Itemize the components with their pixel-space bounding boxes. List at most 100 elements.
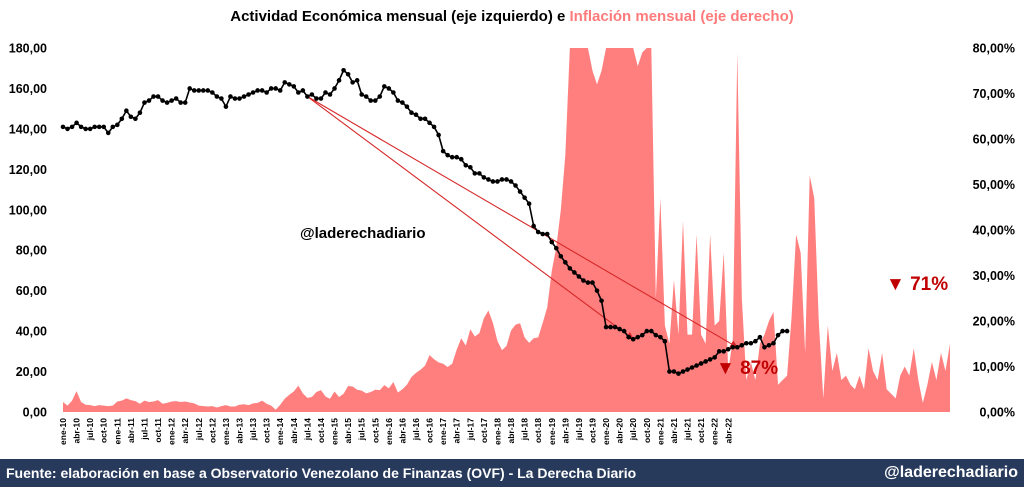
x-axis-tick: ene-13 [221, 418, 231, 445]
left-axis-tick: 0,00 [23, 406, 47, 420]
activity-point [133, 116, 138, 122]
activity-point [558, 253, 564, 259]
activity-point [694, 363, 699, 368]
activity-point [639, 332, 645, 338]
activity-point [635, 334, 641, 340]
activity-point [228, 94, 233, 99]
activity-point [314, 96, 319, 101]
right-axis-tick: 40,00% [973, 224, 1015, 238]
x-axis-tick: abr-11 [126, 418, 136, 443]
x-axis-tick: oct-21 [696, 418, 706, 443]
activity-point [105, 130, 111, 136]
activity-point [553, 245, 559, 251]
activity-point [69, 124, 75, 130]
activity-point [490, 179, 496, 184]
activity-point [472, 171, 478, 176]
activity-point [305, 94, 310, 99]
activity-point [286, 82, 292, 87]
activity-point [296, 90, 301, 95]
activity-point [748, 340, 754, 346]
activity-point [60, 124, 66, 130]
activity-point [400, 100, 405, 105]
activity-point [499, 177, 505, 182]
left-axis-tick: 140,00 [9, 122, 47, 136]
activity-point [196, 88, 202, 93]
x-axis-tick: ene-17 [438, 418, 448, 445]
left-axis-tick: 120,00 [9, 163, 47, 177]
activity-point [653, 332, 659, 338]
activity-point [119, 116, 125, 122]
right-axis-tick: 10,00% [973, 360, 1015, 374]
activity-point [418, 116, 423, 122]
x-axis-tick: jul-13 [248, 418, 258, 441]
activity-point [603, 324, 609, 330]
activity-point [689, 365, 695, 370]
activity-point [182, 100, 188, 105]
activity-point [427, 120, 432, 126]
activity-point [128, 114, 134, 120]
x-axis-tick: ene-18 [492, 418, 502, 445]
activity-point [744, 340, 749, 346]
activity-point [621, 328, 627, 334]
activity-point [486, 177, 491, 182]
activity-point [413, 112, 419, 118]
activity-point [345, 71, 351, 77]
activity-point [735, 344, 740, 350]
activity-point [599, 298, 604, 304]
activity-point [65, 126, 70, 132]
x-axis-tick: jul-15 [357, 418, 367, 441]
x-axis-tick: abr-17 [452, 418, 462, 444]
x-axis-tick: ene-16 [384, 418, 394, 445]
activity-point [721, 349, 727, 354]
activity-point [590, 280, 595, 285]
activity-point [246, 92, 251, 97]
x-axis-tick: ene-21 [655, 418, 665, 445]
x-axis-tick: jul-11 [139, 418, 149, 441]
x-axis-tick: ene-10 [58, 418, 68, 445]
activity-point [210, 90, 215, 95]
right-axis-tick: 20,00% [973, 315, 1015, 329]
left-axis-tick: 20,00 [16, 365, 47, 379]
activity-point [585, 280, 591, 285]
activity-point [96, 124, 102, 130]
activity-point [680, 369, 686, 374]
footer-bar: Fuente: elaboración en base a Observator… [0, 459, 1024, 487]
activity-point [658, 334, 663, 340]
activity-point [377, 94, 383, 99]
activity-point [110, 124, 116, 130]
x-axis-tick: oct-19 [587, 418, 597, 443]
activity-point [146, 98, 152, 103]
activity-point [445, 152, 450, 158]
left-axis-tick: 60,00 [16, 284, 47, 298]
x-axis-tick: oct-17 [479, 418, 489, 443]
activity-point [205, 88, 211, 93]
activity-point [725, 347, 731, 352]
series-activity-line [62, 68, 788, 375]
activity-point [124, 108, 129, 113]
trend-line-1 [307, 96, 634, 340]
x-axis-tick: jul-20 [628, 418, 638, 441]
activity-point [730, 344, 736, 350]
left-axis-tick: 80,00 [16, 244, 47, 258]
x-axis-tick: oct-11 [153, 418, 163, 443]
activity-point [594, 288, 600, 293]
activity-point [241, 94, 247, 99]
activity-point [572, 270, 577, 275]
activity-point [567, 266, 573, 271]
activity-point [404, 104, 410, 109]
activity-point [332, 86, 337, 91]
x-axis-tick: abr-12 [180, 418, 190, 444]
activity-point [214, 94, 220, 99]
activity-point [187, 86, 193, 91]
activity-point [449, 154, 455, 160]
activity-point [386, 86, 392, 91]
activity-point [481, 175, 487, 180]
left-axis-tick: 180,00 [9, 42, 47, 56]
activity-point [626, 334, 631, 340]
x-axis-tick: oct-12 [207, 418, 217, 443]
activity-point [359, 92, 364, 97]
activity-point [151, 94, 156, 99]
x-axis-tick: abr-15 [343, 418, 353, 444]
activity-point [160, 98, 165, 103]
x-axis-tick: abr-18 [506, 418, 516, 444]
